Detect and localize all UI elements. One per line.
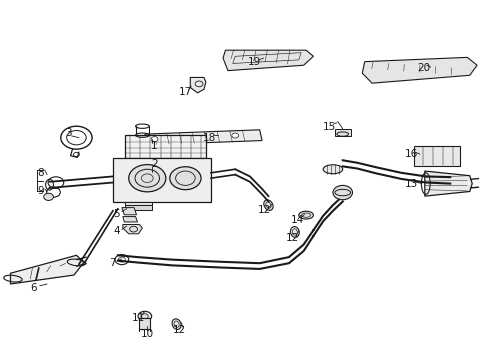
Polygon shape xyxy=(125,202,152,205)
Polygon shape xyxy=(190,77,206,93)
Circle shape xyxy=(333,185,352,200)
Polygon shape xyxy=(145,130,262,145)
Text: 17: 17 xyxy=(179,87,192,97)
Circle shape xyxy=(170,167,201,190)
Text: 3: 3 xyxy=(65,129,72,138)
Circle shape xyxy=(129,165,166,192)
Polygon shape xyxy=(113,158,211,202)
Text: 12: 12 xyxy=(258,206,271,216)
Circle shape xyxy=(138,311,152,321)
Polygon shape xyxy=(123,225,143,234)
Text: 1: 1 xyxy=(151,141,158,151)
Text: 11: 11 xyxy=(132,313,145,323)
Text: 15: 15 xyxy=(322,122,336,132)
Text: 18: 18 xyxy=(203,133,217,143)
Text: 5: 5 xyxy=(114,209,121,219)
Bar xyxy=(335,129,350,136)
Text: 8: 8 xyxy=(37,168,44,178)
Circle shape xyxy=(232,133,239,138)
Ellipse shape xyxy=(299,211,314,219)
Text: 14: 14 xyxy=(291,215,304,225)
Polygon shape xyxy=(362,57,477,83)
Polygon shape xyxy=(414,146,460,166)
Polygon shape xyxy=(425,171,472,196)
Text: 7: 7 xyxy=(109,258,116,268)
Text: 20: 20 xyxy=(417,63,430,73)
Ellipse shape xyxy=(323,165,343,174)
Text: 19: 19 xyxy=(248,57,261,67)
Text: 16: 16 xyxy=(405,149,418,159)
Circle shape xyxy=(151,136,158,141)
Text: 10: 10 xyxy=(141,329,154,339)
Text: 2: 2 xyxy=(151,159,158,169)
Text: 4: 4 xyxy=(114,226,121,236)
Text: 6: 6 xyxy=(30,283,37,293)
Text: 13: 13 xyxy=(405,179,418,189)
Ellipse shape xyxy=(291,227,299,237)
Polygon shape xyxy=(125,135,206,158)
Circle shape xyxy=(44,193,53,201)
Polygon shape xyxy=(10,255,84,284)
Text: 12: 12 xyxy=(286,233,299,243)
Polygon shape xyxy=(125,205,152,211)
Polygon shape xyxy=(223,50,314,71)
Text: 9: 9 xyxy=(37,186,44,196)
Ellipse shape xyxy=(172,319,181,329)
Polygon shape xyxy=(123,217,138,222)
Text: 12: 12 xyxy=(172,325,186,335)
Ellipse shape xyxy=(264,200,273,210)
Polygon shape xyxy=(122,208,137,215)
Bar xyxy=(140,318,150,329)
